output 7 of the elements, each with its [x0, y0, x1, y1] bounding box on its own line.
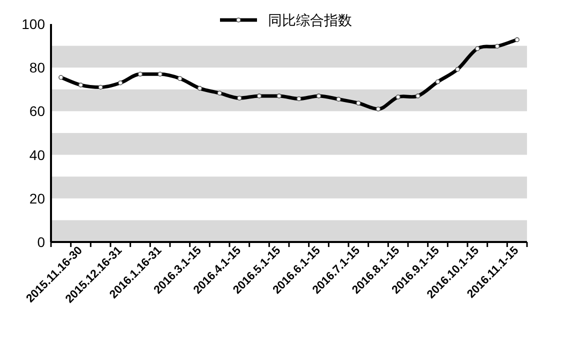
y-tick-label: 60	[29, 103, 46, 120]
y-tick-label: 80	[29, 60, 46, 76]
y-tick-label: 0	[37, 234, 46, 250]
y-tick-label: 20	[29, 190, 46, 206]
y-tick-label: 40	[29, 146, 46, 163]
legend-label: 同比综合指数	[268, 12, 352, 28]
y-tick-label: 100	[22, 16, 46, 32]
